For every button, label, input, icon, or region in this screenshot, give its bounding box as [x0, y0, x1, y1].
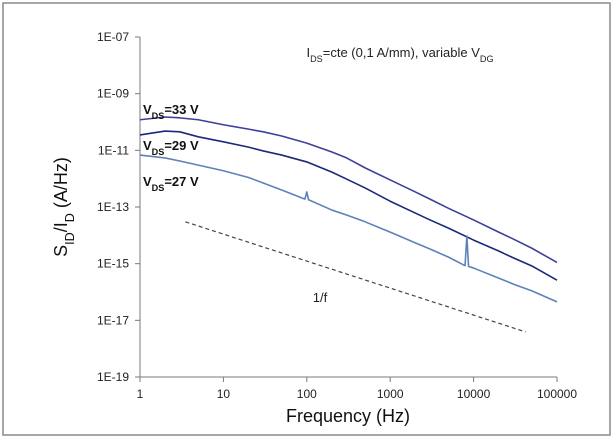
chart-annotation-title: IDS=cte (0,1 A/mm), variable VDG	[306, 45, 493, 64]
y-axis-label: SID/ID (A/Hz)	[51, 157, 77, 257]
y-tick-label: 1E-13	[97, 200, 129, 214]
x-tick-label: 1000	[377, 387, 404, 401]
series-line	[139, 130, 558, 281]
y-axis-label-part: (A/Hz)	[51, 157, 71, 213]
y-tick-label: 1E-19	[97, 370, 129, 384]
x-tick-label: 10000	[457, 387, 491, 401]
series-label-part: V	[143, 174, 152, 189]
series-label: VDS=27 V	[143, 174, 199, 193]
y-tick-label: 1E-09	[97, 87, 129, 101]
y-axis-label-part: D	[63, 213, 77, 222]
reference-line-group: 1/f	[185, 221, 526, 333]
title-part: =cte (0,1 A/mm), variable V	[323, 45, 480, 60]
series-label: VDS=33 V	[143, 102, 199, 121]
series-label-part: =29 V	[164, 138, 199, 153]
y-tick-label: 1E-15	[97, 257, 129, 271]
y-axis-label-part: ID	[63, 232, 77, 245]
series-label-part: DS	[152, 111, 165, 121]
series-line	[139, 116, 558, 264]
y-axis-label-part: S	[51, 245, 71, 257]
series-label-part: =33 V	[164, 102, 199, 117]
series-label: VDS=29 V	[143, 138, 199, 157]
reference-line	[185, 221, 526, 333]
y-tick-label: 1E-07	[97, 30, 129, 44]
x-tick-label: 1	[137, 387, 144, 401]
series-group	[139, 116, 558, 303]
series-label-part: V	[143, 138, 152, 153]
series-label-part: DS	[152, 183, 165, 193]
x-tick-label: 100	[297, 387, 317, 401]
series-line	[139, 154, 558, 303]
y-tick-label: 1E-11	[98, 143, 129, 157]
x-tick-label: 10	[217, 387, 231, 401]
ticks: 1 10 100 1000 10000 100000 1E-07 1E-09 1E-11 1E-1…	[97, 30, 577, 401]
y-tick-label: 1E-17	[97, 313, 129, 327]
x-axis-label: Frequency (Hz)	[286, 406, 410, 426]
title-part: DS	[310, 54, 323, 64]
series-label-part: V	[143, 102, 152, 117]
reference-line-label: 1/f	[313, 290, 328, 305]
x-axis-label-part: Frequency (Hz)	[286, 406, 410, 426]
series-label-part: DS	[152, 147, 165, 157]
title-part: I	[306, 45, 310, 60]
series-label-part: =27 V	[164, 174, 199, 189]
y-axis-label-part: /I	[51, 222, 71, 232]
x-tick-label: 100000	[537, 387, 577, 401]
title-part: DG	[480, 54, 494, 64]
